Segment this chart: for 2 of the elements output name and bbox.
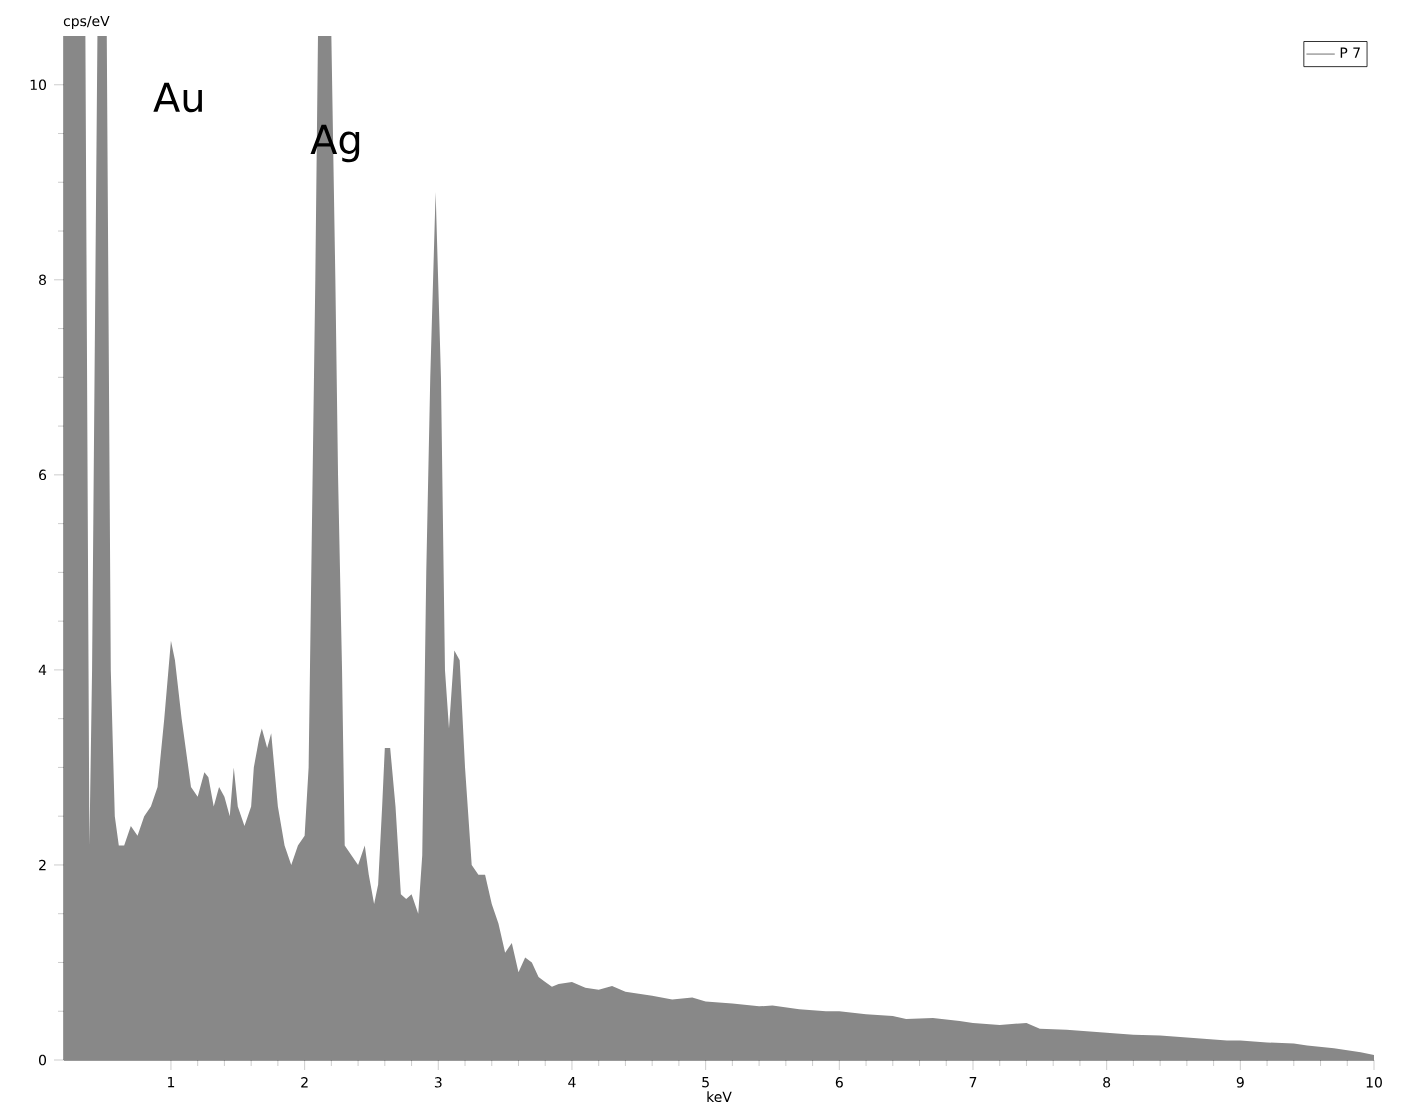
annotation: Ag	[310, 124, 360, 163]
annotation: Au	[153, 82, 202, 113]
